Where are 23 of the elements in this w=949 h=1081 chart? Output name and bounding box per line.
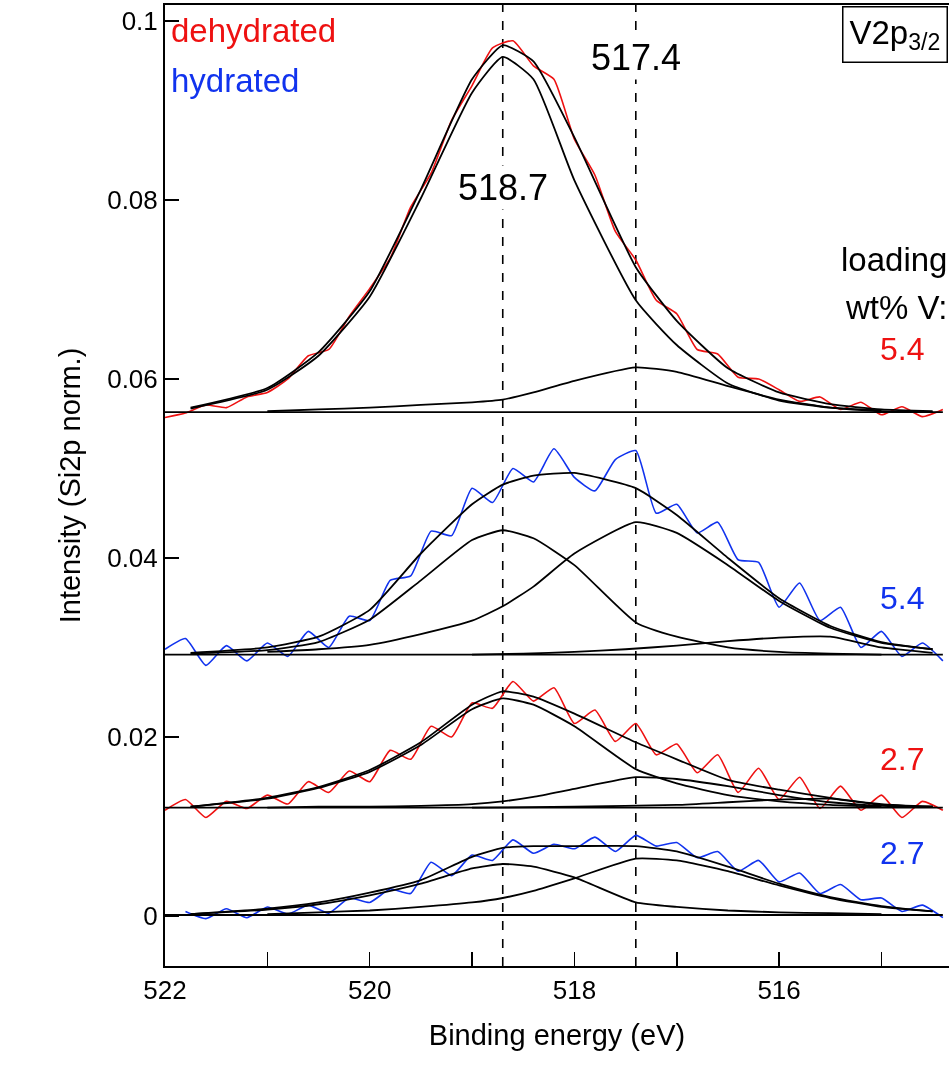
series-label: 5.4 bbox=[880, 331, 925, 367]
series-label: 5.4 bbox=[880, 580, 925, 616]
series-label: 2.7 bbox=[880, 741, 925, 777]
annotation: dehydrated bbox=[171, 12, 337, 49]
x-tick-label: 522 bbox=[143, 975, 187, 1006]
ref-line-label: 517.4 bbox=[591, 37, 682, 78]
x-tick-label: 520 bbox=[348, 975, 392, 1006]
series-label: 2.7 bbox=[880, 835, 925, 871]
annotation: wt% V: bbox=[845, 289, 948, 326]
y-tick-label: 0.1 bbox=[121, 6, 158, 37]
annotation: hydrated bbox=[171, 62, 300, 99]
y-tick-label: 0.04 bbox=[107, 543, 158, 574]
y-axis-title: Intensity (Si2p norm.) bbox=[54, 347, 87, 624]
y-tick-label: 0.08 bbox=[107, 185, 158, 216]
x-tick-label: 518 bbox=[552, 975, 597, 1006]
x-tick-label: 516 bbox=[757, 975, 801, 1006]
annotation: loading bbox=[841, 241, 948, 278]
y-tick-label: 0.02 bbox=[107, 722, 158, 753]
x-axis-title: Binding energy (eV) bbox=[428, 1018, 686, 1051]
annotation: V2p$_{3/2}$ bbox=[849, 13, 941, 56]
ref-line-label: 518.7 bbox=[458, 167, 549, 208]
y-tick-label: 0.06 bbox=[107, 364, 158, 395]
y-tick-label: 0 bbox=[143, 900, 158, 931]
